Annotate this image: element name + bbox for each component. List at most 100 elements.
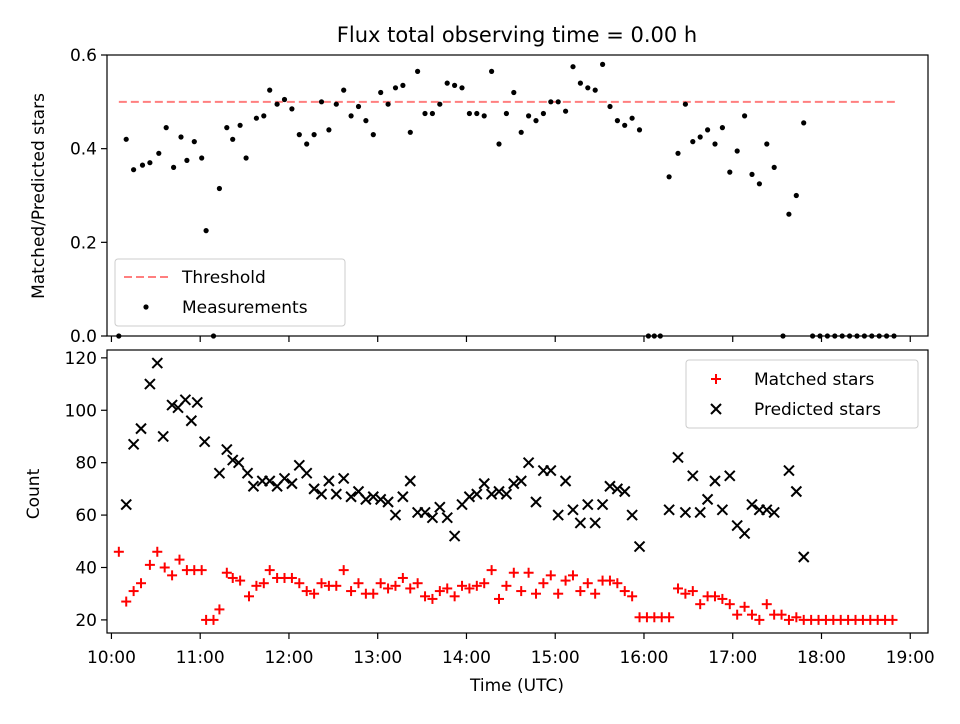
measurement-point xyxy=(178,134,184,140)
matched-star-point xyxy=(887,614,898,625)
predicted-star-point xyxy=(144,378,156,390)
measurement-point xyxy=(333,101,339,107)
predicted-star-point xyxy=(761,504,773,516)
measurement-point xyxy=(675,150,681,156)
measurement-point xyxy=(415,68,421,74)
matched-star-point xyxy=(113,546,124,557)
x-tick-label: 15:00 xyxy=(531,648,580,668)
measurement-point xyxy=(749,171,755,177)
x-tick-label: 13:00 xyxy=(353,648,402,668)
predicted-star-point xyxy=(247,480,260,492)
predicted-star-point xyxy=(166,399,178,411)
measurement-point xyxy=(355,103,362,110)
measurement-point xyxy=(253,115,259,121)
predicted-star-point xyxy=(589,517,601,529)
matched-star-point xyxy=(221,567,232,578)
matched-star-point xyxy=(717,593,728,604)
matched-star-point xyxy=(227,572,238,583)
measurement-point xyxy=(489,68,495,74)
measurement-point xyxy=(311,132,317,138)
matched-star-point xyxy=(331,580,342,591)
measurement-point xyxy=(742,113,748,119)
predicted-star-point xyxy=(611,483,624,495)
matched-star-point xyxy=(695,599,706,610)
matched-star-point xyxy=(516,586,527,597)
measurement-point xyxy=(304,141,310,147)
matched-star-point xyxy=(732,609,743,620)
matched-star-point xyxy=(412,578,423,589)
matched-star-point xyxy=(405,583,416,594)
top-legend: Threshold Measurements xyxy=(114,258,346,327)
predicted-star-point xyxy=(286,477,298,490)
matched-star-point xyxy=(434,586,445,597)
predicted-star-point xyxy=(323,475,335,487)
measurement-point xyxy=(727,169,733,175)
matched-star-point xyxy=(390,580,401,591)
predicted-star-point xyxy=(709,475,721,487)
measurement-point xyxy=(734,148,740,154)
top-legend-box xyxy=(114,258,346,327)
matched-star-point xyxy=(486,565,497,576)
matched-star-point xyxy=(724,599,735,610)
bottom-y-tick-label: 20 xyxy=(75,611,97,631)
predicted-star-point xyxy=(315,488,328,500)
matched-star-point xyxy=(174,554,185,565)
top-marks xyxy=(116,61,897,339)
matched-star-point xyxy=(604,575,615,586)
measurement-point xyxy=(123,136,129,142)
matched-star-point xyxy=(479,578,490,589)
matched-star-point xyxy=(353,578,364,589)
predicted-star-point xyxy=(545,464,557,477)
x-axis-label: Time (UTC) xyxy=(469,676,564,696)
predicted-star-point xyxy=(213,467,226,479)
x-tick-label: 14:00 xyxy=(442,648,491,668)
predicted-star-point xyxy=(308,483,320,495)
x-tick-label: 18:00 xyxy=(797,648,846,668)
predicted-star-point xyxy=(663,504,675,516)
predicted-star-point xyxy=(185,415,198,427)
measurement-point xyxy=(267,87,273,93)
measurement-point xyxy=(163,125,169,131)
measurement-point xyxy=(690,139,696,145)
matched-star-point xyxy=(449,591,460,602)
measurement-point xyxy=(363,118,369,124)
measurement-point xyxy=(261,113,267,119)
measurement-point xyxy=(216,185,222,192)
measurements-legend-label: Measurements xyxy=(182,298,308,318)
matched-star-point xyxy=(420,591,431,602)
matched-star-point xyxy=(508,567,519,578)
matched-star-point xyxy=(244,591,255,602)
measurement-point xyxy=(171,164,177,170)
matched-star-point xyxy=(144,559,155,570)
matched-star-point xyxy=(264,565,275,576)
predicted-star-point xyxy=(337,472,350,485)
matched-legend-label: Matched stars xyxy=(754,370,874,390)
matched-star-point xyxy=(619,586,630,597)
measurement-point xyxy=(429,110,435,117)
matched-star-point xyxy=(575,586,586,597)
measurement-point xyxy=(385,101,391,107)
matched-star-point xyxy=(346,586,357,597)
predicted-star-point xyxy=(485,488,498,500)
measurement-point xyxy=(719,125,726,131)
matched-star-point xyxy=(397,572,408,583)
x-tick-label: 16:00 xyxy=(619,648,668,668)
bottom-legend-box xyxy=(685,359,919,429)
predicted-star-point xyxy=(552,509,564,521)
measurement-point xyxy=(563,108,569,114)
matched-star-point xyxy=(754,614,765,625)
matched-star-point xyxy=(286,572,297,583)
predicted-star-point xyxy=(530,496,542,508)
matched-star-point xyxy=(687,586,698,597)
predicted-star-point xyxy=(404,475,416,487)
matched-star-point xyxy=(501,580,512,591)
predicted-star-point xyxy=(198,436,211,448)
matched-star-point xyxy=(776,609,787,620)
top-y-axis: 0.0 0.2 0.4 0.6 xyxy=(70,46,107,347)
predicted-star-point xyxy=(264,475,276,487)
measurement-point xyxy=(392,85,399,91)
measurement-point xyxy=(274,101,280,107)
predicted-star-point xyxy=(746,498,758,511)
predicted-star-point xyxy=(135,422,147,435)
